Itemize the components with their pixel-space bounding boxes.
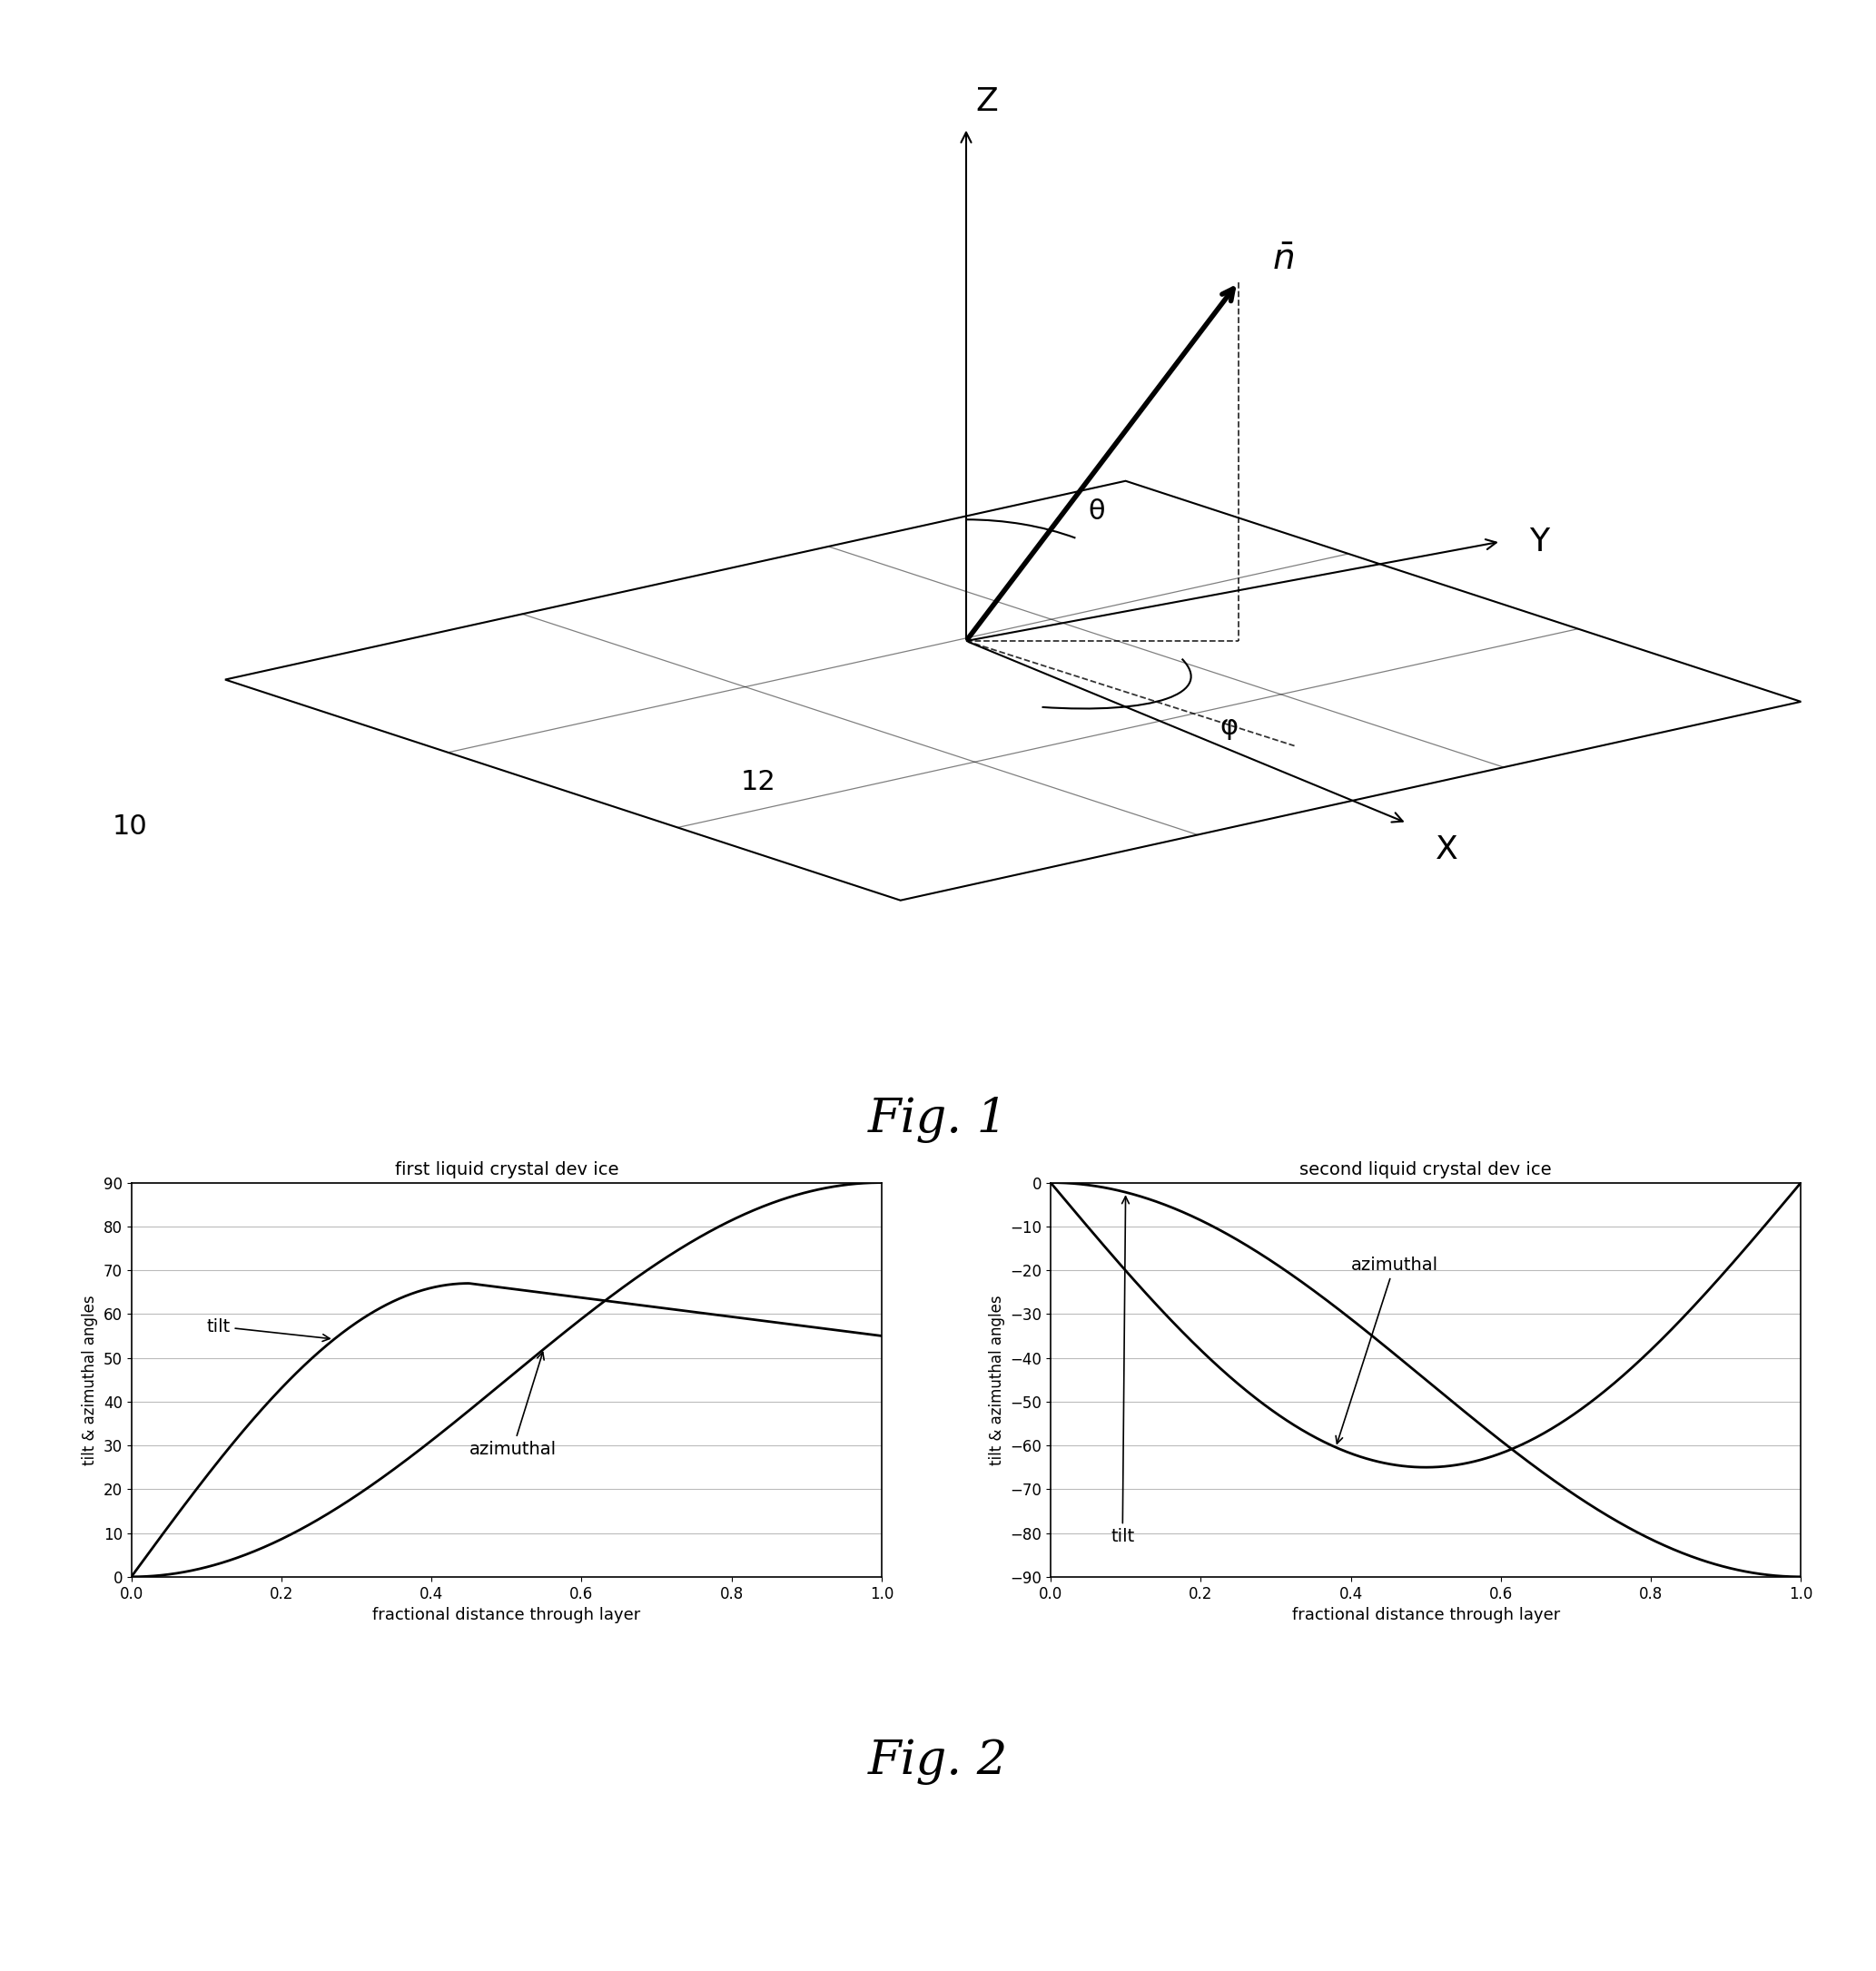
Text: θ: θ	[1088, 499, 1105, 524]
Title: second liquid crystal dev ice: second liquid crystal dev ice	[1300, 1161, 1551, 1179]
Text: azimuthal: azimuthal	[469, 1352, 557, 1459]
Text: 10: 10	[113, 814, 148, 840]
Text: azimuthal: azimuthal	[1336, 1257, 1439, 1443]
Text: Fig. 1: Fig. 1	[869, 1096, 1007, 1143]
Polygon shape	[225, 481, 1801, 901]
Text: X: X	[1435, 834, 1458, 865]
Text: φ: φ	[1219, 714, 1238, 741]
Text: Fig. 2: Fig. 2	[869, 1738, 1007, 1786]
Text: 12: 12	[741, 769, 777, 796]
Y-axis label: tilt & azimuthal angles: tilt & azimuthal angles	[989, 1295, 1006, 1464]
Y-axis label: tilt & azimuthal angles: tilt & azimuthal angles	[83, 1295, 98, 1464]
Title: first liquid crystal dev ice: first liquid crystal dev ice	[394, 1161, 619, 1179]
Text: tilt: tilt	[206, 1319, 330, 1342]
Text: tilt: tilt	[1111, 1196, 1135, 1545]
X-axis label: fractional distance through layer: fractional distance through layer	[1293, 1606, 1559, 1624]
Text: Z: Z	[976, 87, 998, 116]
X-axis label: fractional distance through layer: fractional distance through layer	[373, 1606, 640, 1624]
Text: Y: Y	[1529, 526, 1550, 558]
Text: $\bar{n}$: $\bar{n}$	[1272, 242, 1294, 276]
